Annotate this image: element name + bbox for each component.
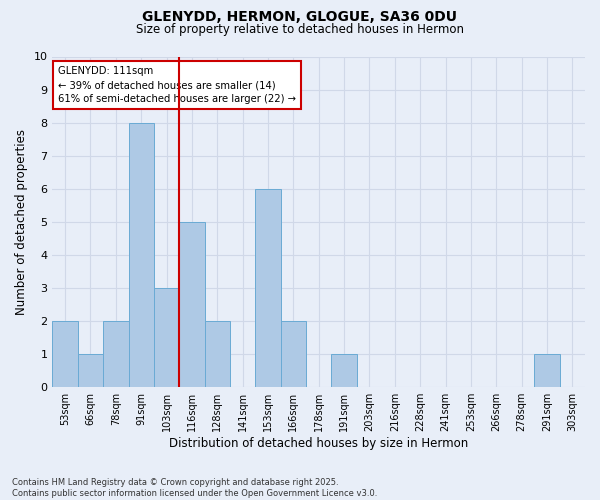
X-axis label: Distribution of detached houses by size in Hermon: Distribution of detached houses by size …	[169, 437, 469, 450]
Bar	[52, 321, 78, 387]
Bar	[281, 321, 306, 387]
Bar	[128, 122, 154, 387]
Text: GLENYDD, HERMON, GLOGUE, SA36 0DU: GLENYDD, HERMON, GLOGUE, SA36 0DU	[143, 10, 458, 24]
Bar	[154, 288, 179, 387]
Bar	[179, 222, 205, 387]
Bar	[534, 354, 560, 387]
Bar	[256, 189, 281, 387]
Y-axis label: Number of detached properties: Number of detached properties	[15, 129, 28, 315]
Text: GLENYDD: 111sqm
← 39% of detached houses are smaller (14)
61% of semi-detached h: GLENYDD: 111sqm ← 39% of detached houses…	[58, 66, 296, 104]
Bar	[78, 354, 103, 387]
Bar	[331, 354, 357, 387]
Bar	[103, 321, 128, 387]
Bar	[205, 321, 230, 387]
Text: Size of property relative to detached houses in Hermon: Size of property relative to detached ho…	[136, 22, 464, 36]
Text: Contains HM Land Registry data © Crown copyright and database right 2025.
Contai: Contains HM Land Registry data © Crown c…	[12, 478, 377, 498]
